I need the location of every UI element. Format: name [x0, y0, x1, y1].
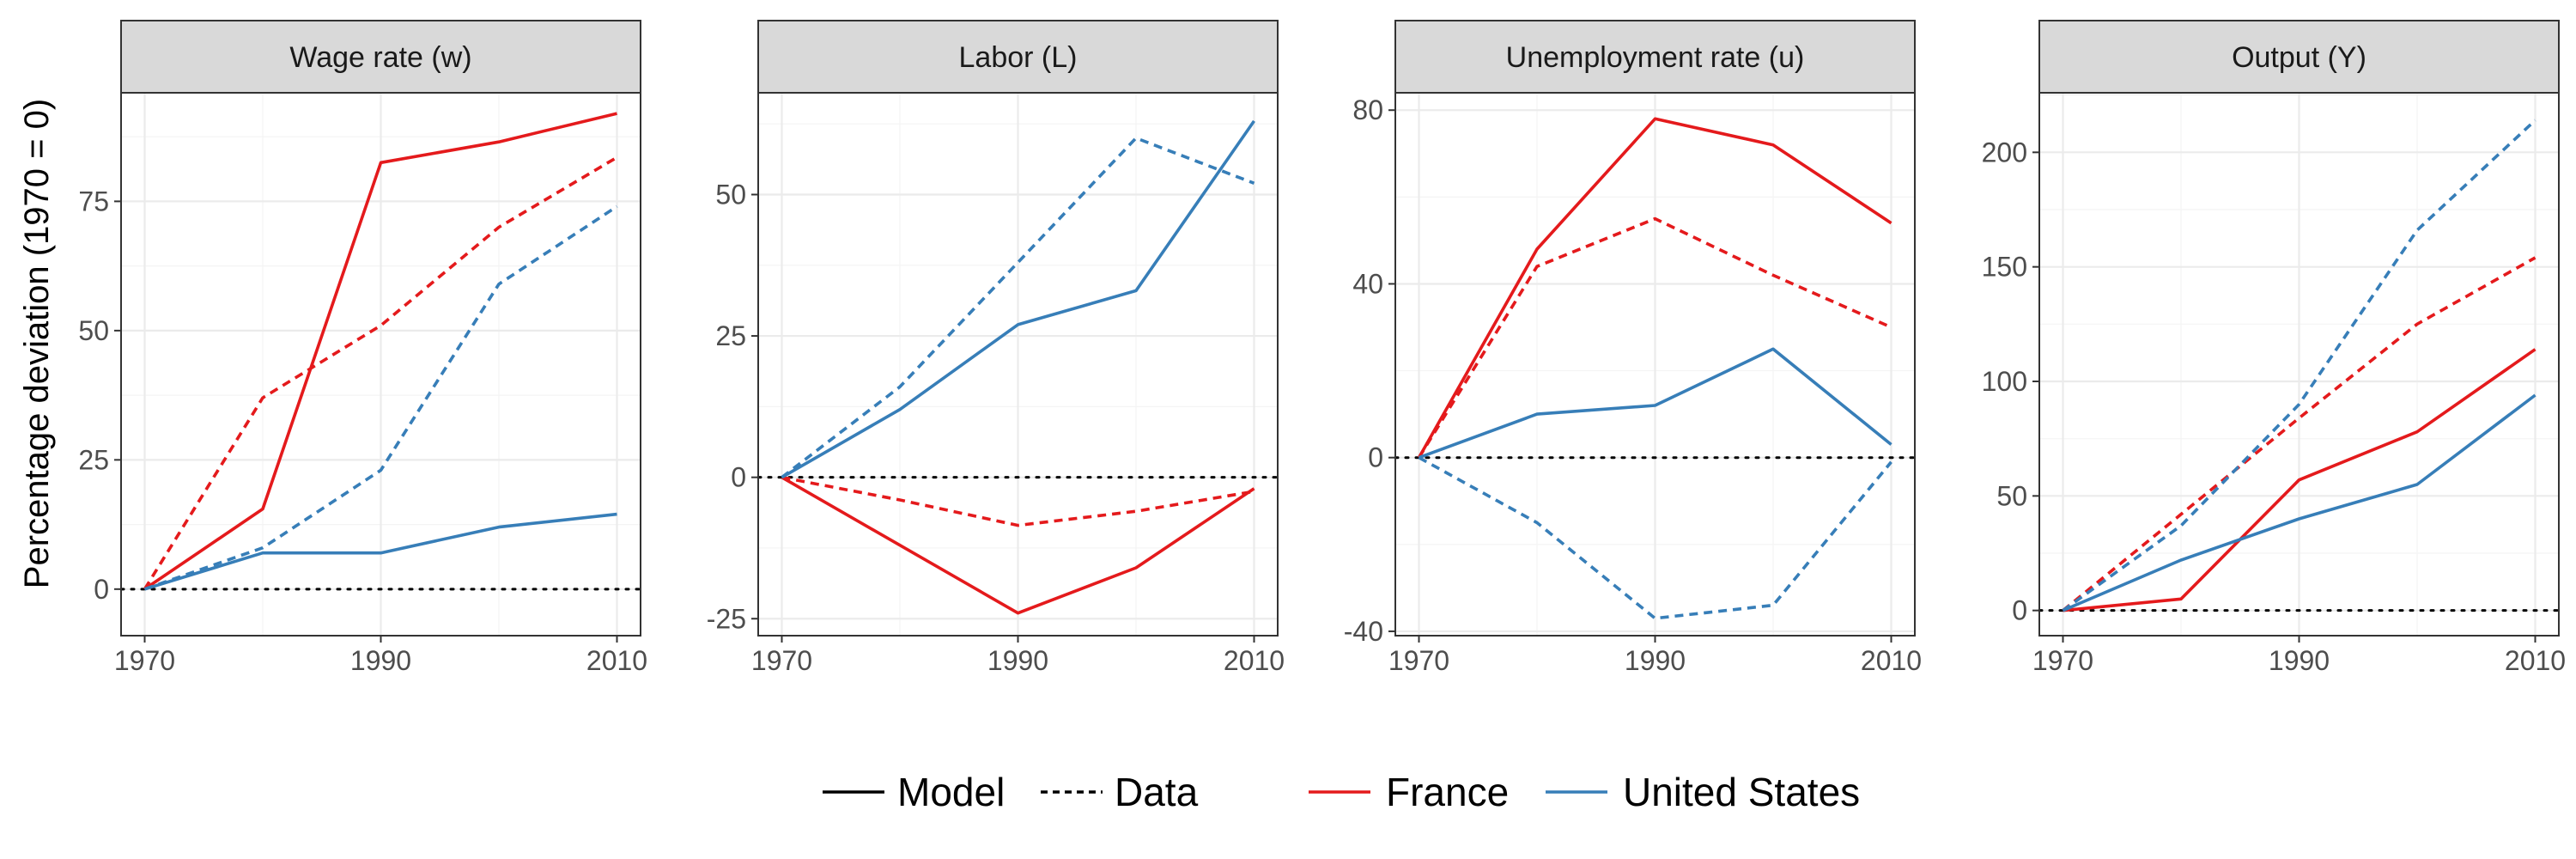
x-tick-label: 1990	[1625, 645, 1686, 676]
y-tick-label: 150	[1982, 252, 2027, 283]
y-tick-label: 40	[1352, 268, 1383, 299]
y-axis-title: Percentage deviation (1970 = 0)	[18, 99, 56, 588]
y-tick-label: -40	[1344, 616, 1383, 647]
legend-label: United States	[1623, 770, 1860, 814]
y-tick-label: 25	[78, 444, 109, 475]
series-united-states-data	[2062, 119, 2537, 612]
series-france-data	[2062, 256, 2537, 612]
y-tick-label: 50	[715, 180, 746, 210]
x-tick-label: 1990	[2269, 645, 2330, 676]
facet-strip-label: Output (Y)	[2232, 41, 2366, 74]
series-france-model	[1417, 117, 1893, 459]
facet-panel-labor-l: Labor (L) 1970 1990 2010 -25 0 25 50	[707, 20, 1285, 676]
y-tick-label: 50	[1996, 480, 2027, 511]
y-tick-label: 25	[715, 320, 746, 351]
y-tick-label: 50	[78, 315, 109, 346]
x-tick-label: 1970	[114, 645, 175, 676]
x-tick-label: 1990	[987, 645, 1048, 676]
facet-panel-wage-rate-w: Wage rate (w) 1970 1990 2010 0 25 50 75	[78, 20, 647, 676]
facet-strip	[120, 20, 641, 94]
y-tick-label: 0	[1368, 442, 1383, 473]
legend-item-france: France	[1309, 770, 1509, 814]
legend-item-data: Data	[1041, 770, 1199, 814]
facet-strip-label: Labor (L)	[959, 41, 1078, 74]
x-tick-label: 2010	[1861, 645, 1922, 676]
x-tick-label: 2010	[586, 645, 647, 676]
legend-label: Data	[1115, 770, 1199, 814]
series-france-model	[143, 112, 617, 591]
series-france-data	[781, 475, 1255, 527]
legend-label: France	[1386, 770, 1509, 814]
series-france-model	[2063, 348, 2537, 612]
y-tick-label: 100	[1982, 366, 2027, 397]
series-united-states-model	[2062, 393, 2537, 612]
facet-strip-label: Unemployment rate (u)	[1506, 41, 1805, 74]
x-tick-label: 1970	[751, 645, 812, 676]
y-tick-label: 200	[1982, 137, 2027, 168]
facet-strip-label: Wage rate (w)	[289, 41, 471, 74]
y-tick-label: 0	[731, 462, 746, 493]
facet-strip	[1394, 20, 1916, 94]
legend-item-model: Model	[823, 770, 1005, 814]
series-france-data	[143, 155, 618, 590]
series-united-states-data	[781, 136, 1255, 479]
y-tick-label: 80	[1352, 94, 1383, 125]
facet-panel-output-y: Output (Y) 1970 1990 2010 0 50 100 150 200	[1982, 20, 2566, 676]
legend-item-united-states: United States	[1546, 770, 1860, 814]
y-tick-label: -25	[707, 603, 746, 634]
facet-panel-unemployment-rate-u: Unemployment rate (u) 1970 1990 2010 -40 0 40 8…	[1344, 20, 1922, 676]
x-tick-label: 1970	[2032, 645, 2093, 676]
series-united-states-data	[1418, 456, 1893, 620]
y-tick-label: 0	[2012, 595, 2027, 626]
series-france-data	[1417, 216, 1893, 459]
series-united-states-model	[781, 119, 1255, 479]
facet-panels: Wage rate (w) 1970 1990 2010 0 25 50 75 Labor (L…	[78, 20, 2566, 676]
x-tick-label: 2010	[2505, 645, 2566, 676]
series-france-model	[781, 476, 1255, 615]
legend-label: Model	[897, 770, 1005, 814]
series-united-states-data	[143, 204, 618, 591]
x-tick-label: 2010	[1224, 645, 1285, 676]
x-tick-label: 1970	[1388, 645, 1449, 676]
facet-strip	[2038, 20, 2560, 94]
y-tick-label: 0	[94, 574, 109, 605]
series-united-states-model	[143, 512, 617, 591]
facet-strip	[757, 20, 1279, 94]
y-tick-label: 75	[78, 186, 109, 216]
series-united-states-model	[1418, 347, 1893, 460]
legend: Model Data France United States	[823, 770, 1860, 814]
x-tick-label: 1990	[350, 645, 411, 676]
